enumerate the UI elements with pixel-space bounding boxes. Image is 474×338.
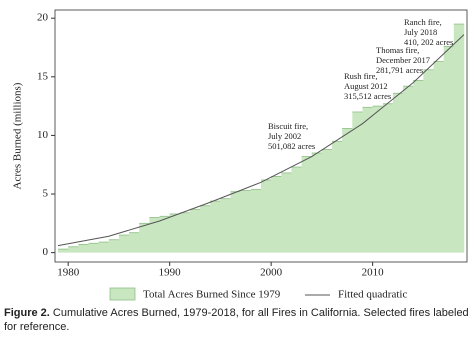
area-step <box>311 152 323 253</box>
legend-swatch <box>109 287 136 301</box>
area-step <box>352 111 363 253</box>
area-step <box>88 243 99 253</box>
caption-label: Figure 2. <box>4 307 50 319</box>
area-step <box>392 93 404 253</box>
y-tick-label: 10 <box>37 129 49 141</box>
area-step <box>129 232 140 253</box>
area-step <box>210 201 221 253</box>
area-step <box>382 103 394 253</box>
area-step <box>220 198 231 253</box>
x-tick-label: 2000 <box>260 267 283 279</box>
area-step <box>443 46 455 253</box>
caption: Figure 2. Cumulative Acres Burned, 1979-… <box>4 306 470 334</box>
area-step <box>423 69 434 253</box>
area-step <box>78 244 89 253</box>
legend-label: Fitted quadratic <box>338 289 407 301</box>
area-step <box>68 246 79 253</box>
annotation: 315,512 acres <box>344 91 391 101</box>
area-step <box>372 106 384 253</box>
area-step <box>332 141 343 253</box>
area-step <box>342 128 353 253</box>
area-step <box>118 235 130 253</box>
area-step <box>189 209 201 253</box>
legend-label: Total Acres Burned Since 1979 <box>143 289 281 301</box>
area-step <box>271 176 282 253</box>
annotation: Thomas fire, <box>376 45 419 55</box>
area-step <box>321 149 333 253</box>
area-step <box>240 190 252 253</box>
area-step <box>230 191 242 253</box>
area-step <box>98 242 110 253</box>
y-tick-label: 0 <box>43 246 49 258</box>
caption-text: Cumulative Acres Burned, 1979-2018, for … <box>4 307 469 333</box>
area-step <box>149 217 160 253</box>
y-tick-label: 5 <box>43 188 49 200</box>
area-step <box>169 213 181 253</box>
annotation: December 2017 <box>376 55 430 65</box>
annotation: August 2012 <box>344 81 388 91</box>
area-step <box>200 205 211 253</box>
x-tick-label: 1980 <box>57 267 80 279</box>
x-tick-label: 2010 <box>362 267 385 279</box>
annotation: Rush fire, <box>344 71 378 81</box>
annotation: July 2018 <box>404 27 437 37</box>
area-step <box>250 189 262 253</box>
area-step <box>362 107 373 253</box>
y-tick-label: 15 <box>37 70 49 82</box>
area-step <box>261 179 272 253</box>
y-axis-label: Acres Burned (millions) <box>12 82 24 189</box>
x-tick-label: 1990 <box>159 267 182 279</box>
area-step <box>453 24 465 253</box>
area-step <box>403 86 414 253</box>
area-step <box>291 167 302 253</box>
area-step <box>58 249 69 253</box>
annotation: 281,791 acres <box>376 65 423 75</box>
area-step <box>159 216 170 253</box>
annotation: 501,082 acres <box>268 141 315 151</box>
area-step <box>281 172 292 253</box>
area-step <box>139 223 150 253</box>
annotation: Biscuit fire, <box>268 121 308 131</box>
area-step <box>108 239 120 253</box>
area-step <box>413 80 424 253</box>
area-step <box>301 156 313 253</box>
y-tick-label: 20 <box>37 12 49 24</box>
annotation: 410, 202 acres <box>404 37 453 47</box>
annotation: Ranch fire, <box>404 17 442 27</box>
area-step <box>179 212 191 253</box>
fitted-line <box>57 34 465 247</box>
chart: Acres Burned (millions) 0 5 10 15 20 1980 1990… <box>12 9 468 301</box>
plot-frame <box>54 9 468 263</box>
area-step <box>433 61 444 253</box>
annotation: July 2002 <box>268 131 301 141</box>
